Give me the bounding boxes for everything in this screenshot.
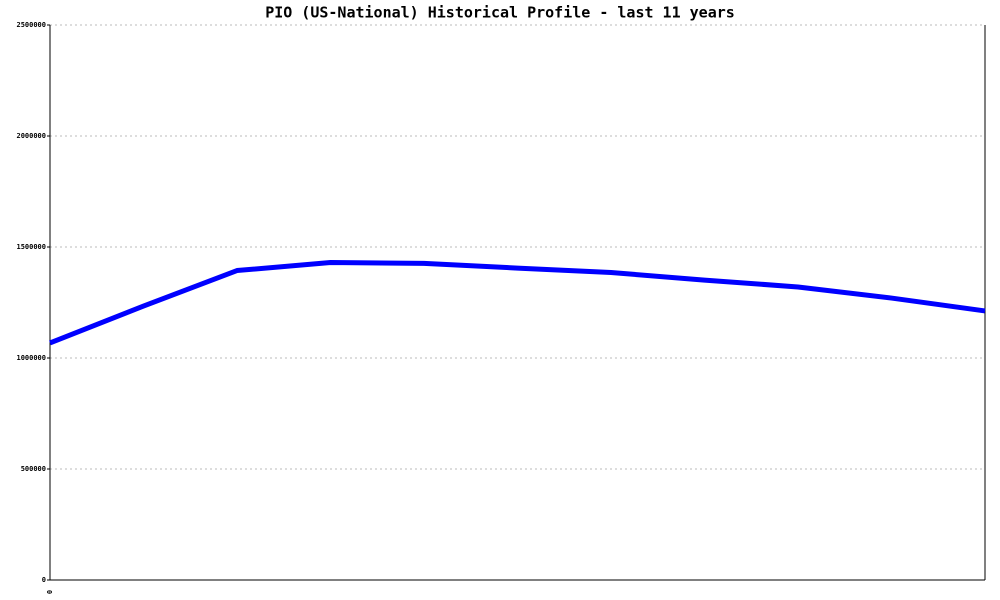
y-tick-label: 1500000 [16,243,46,251]
y-tick-label: 1000000 [16,354,46,362]
y-tick-label: 2000000 [16,132,46,140]
y-tick-label: 500000 [21,465,46,473]
y-tick-label: 2500000 [16,21,46,29]
x-tick-label: 0 [46,590,54,594]
chart-title: PIO (US-National) Historical Profile - l… [265,4,735,22]
line [49,260,986,346]
y-tick-label: 0 [42,576,46,584]
